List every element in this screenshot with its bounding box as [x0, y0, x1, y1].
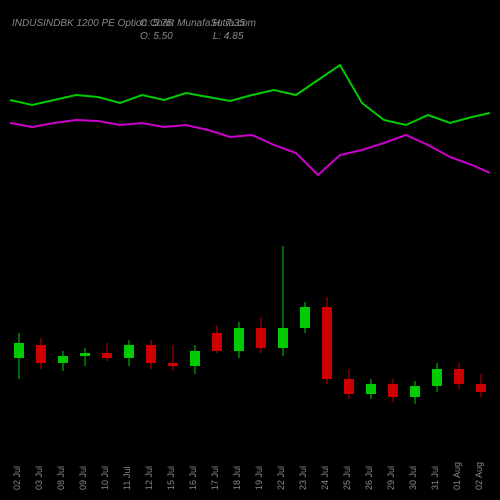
- candle-body: [476, 384, 486, 392]
- candle-body: [410, 386, 420, 396]
- candle-body: [124, 345, 134, 358]
- candle-body: [14, 343, 24, 358]
- chart-area: [10, 45, 490, 430]
- line-chart-panel: [10, 45, 490, 215]
- candle-body: [388, 384, 398, 397]
- candle-body: [256, 328, 266, 349]
- x-axis-label: 02 Jul: [12, 466, 22, 490]
- x-axis-label: 22 Jul: [276, 466, 286, 490]
- candle-body: [322, 307, 332, 379]
- x-axis-label: 29 Jul: [386, 466, 396, 490]
- high-value: H: 7.35: [213, 18, 245, 29]
- candle-body: [146, 345, 156, 363]
- candle-body: [366, 384, 376, 394]
- candle-body: [344, 379, 354, 394]
- x-axis-label: 23 Jul: [298, 466, 308, 490]
- low-value: L: 4.85: [213, 31, 245, 42]
- line-chart-svg: [10, 45, 490, 215]
- x-axis: 02 Jul 03 Jul 08 Jul 09 Jul 10 Jul 11 Jul 12 J…: [10, 435, 490, 490]
- x-axis-label: 01 Aug: [452, 462, 462, 490]
- candle-body: [58, 356, 68, 364]
- candle-body: [300, 307, 310, 328]
- x-axis-label: 12 Jul: [144, 466, 154, 490]
- x-axis-label: 11 Jul: [122, 467, 132, 490]
- x-axis-label: 30 Jul: [408, 466, 418, 490]
- candle-wick: [173, 345, 174, 371]
- x-axis-label: 09 Jul: [78, 466, 88, 490]
- candle-body: [432, 369, 442, 387]
- x-axis-label: 03 Jul: [34, 466, 44, 490]
- close-value: C: 5.75: [140, 18, 173, 29]
- x-axis-label: 26 Jul: [364, 466, 374, 490]
- x-axis-label: 10 Jul: [100, 466, 110, 490]
- x-axis-label: 15 Jul: [166, 466, 176, 490]
- ohlc-info: C: 5.75 H: 7.35 O: 5.50 L: 4.85: [140, 18, 245, 42]
- x-axis-label: 25 Jul: [342, 466, 352, 490]
- x-axis-label: 24 Jul: [320, 466, 330, 490]
- candle-body: [168, 363, 178, 366]
- candle-body: [80, 353, 90, 356]
- line-series: [10, 120, 490, 175]
- candle-body: [212, 333, 222, 351]
- x-axis-label: 19 Jul: [254, 466, 264, 490]
- candle-body: [234, 328, 244, 351]
- candle-body: [454, 369, 464, 384]
- x-axis-label: 08 Jul: [56, 466, 66, 490]
- candle-body: [278, 328, 288, 349]
- x-axis-label: 31 Jul: [430, 466, 440, 490]
- x-axis-label: 17 Jul: [210, 466, 220, 490]
- x-axis-label: 18 Jul: [232, 466, 242, 490]
- open-value: O: 5.50: [140, 31, 173, 42]
- candle-body: [190, 351, 200, 366]
- candle-body: [102, 353, 112, 358]
- x-axis-label: 16 Jul: [188, 466, 198, 490]
- candlestick-panel: [10, 225, 490, 430]
- x-axis-label: 02 Aug: [474, 462, 484, 490]
- candle-body: [36, 345, 46, 363]
- line-series: [10, 65, 490, 125]
- candle-wick: [85, 348, 86, 366]
